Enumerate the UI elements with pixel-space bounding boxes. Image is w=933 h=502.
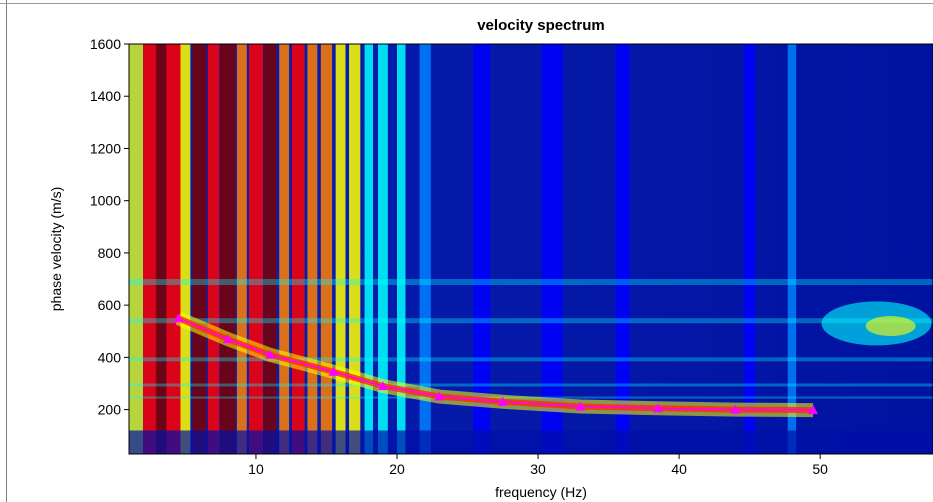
heatmap-band [397,44,406,454]
heatmap-band [129,383,933,387]
heatmap-band [307,44,318,454]
y-tick-label: 1000 [90,193,121,209]
x-axis-label: frequency (Hz) [495,484,587,500]
y-tick-label: 600 [98,297,122,313]
heatmap-band [335,44,346,454]
heatmap-band [865,316,916,337]
dispersion-curve-point [377,381,388,391]
heatmap-band [263,44,277,454]
heatmap-band [129,44,143,454]
heatmap-band [349,44,361,454]
dispersion-curve-point [265,349,276,359]
heatmap-band [419,44,431,454]
y-tick-label: 400 [98,349,122,365]
x-tick-label: 10 [248,461,264,477]
spectrum-heatmap [129,44,933,454]
dispersion-curve-point [730,404,741,414]
heatmap-band [473,44,491,454]
left-frame-border [6,0,7,502]
heatmap-band [364,44,374,454]
plot-border [128,43,933,455]
heatmap-band [541,44,563,454]
dispersion-curve-point [328,366,339,376]
dispersion-curve [173,313,819,415]
heatmap-band [615,44,630,454]
dispersion-curve-point [652,403,663,413]
x-tick-label: 30 [530,461,546,477]
dispersion-curve-point [173,313,184,323]
heatmap-band [219,44,236,454]
x-tick-label: 50 [812,461,828,477]
heatmap-band [248,44,263,454]
dispersion-curve-point [434,391,445,401]
heatmap-band [129,279,933,286]
heatmap-band [155,44,168,454]
heatmap-band [377,44,388,454]
y-tick-label: 1200 [90,140,121,156]
y-tick-label: 800 [98,245,122,261]
dispersion-curve-point [575,401,586,411]
y-tick-label: 200 [98,402,122,418]
heatmap-band [787,44,797,454]
chart-title: velocity spectrum [477,17,605,34]
heatmap-band [129,318,933,324]
heatmap-band [192,44,207,454]
heatmap-band [129,430,933,454]
x-tick-label: 20 [389,461,405,477]
heatmap-band [320,44,333,454]
top-frame-border [0,3,933,4]
heatmap-band [143,44,158,454]
x-axis-ticks: 10 20 30 40 50 [248,454,828,477]
y-tick-label: 1600 [90,36,121,52]
y-axis-ticks: 200 400 600 800 1000 1200 1400 1600 [90,36,129,418]
heatmap-band [743,44,756,454]
y-axis-label: phase velocity (m/s) [48,187,64,311]
heatmap-band [166,44,182,454]
heatmap-band [279,44,290,454]
x-tick-label: 40 [671,461,687,477]
dispersion-curve-point [497,396,508,406]
heatmap-band [291,44,305,454]
y-tick-label: 1400 [90,88,121,104]
heatmap-band [180,44,191,454]
spectrum-energy-bands [129,44,933,454]
heatmap-band [129,357,933,362]
heatmap-band [207,44,220,454]
heatmap-band [236,44,247,454]
dispersion-curve-point [808,405,819,415]
dispersion-curve-point [222,334,233,344]
